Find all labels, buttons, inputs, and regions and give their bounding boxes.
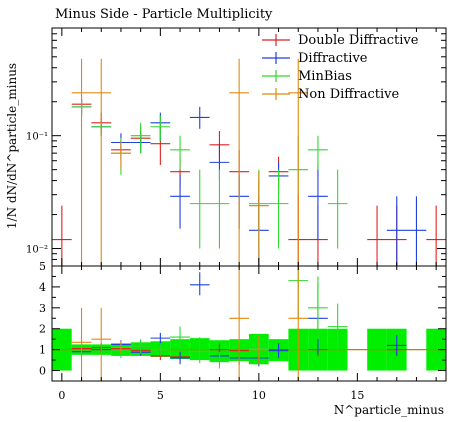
x-axis-label: N^particle_minus — [334, 403, 444, 417]
ratio-point-non-diffractive — [111, 341, 131, 354]
legend: Double Diffractive Diffractive MinBias Non … — [262, 33, 419, 102]
data-point-double-diffractive — [426, 205, 446, 266]
legend-label: MinBias — [298, 69, 352, 84]
legend-entry: Diffractive — [262, 51, 368, 66]
ratio-point-non-diffractive — [229, 266, 249, 381]
ratio-point-non-diffractive — [288, 266, 309, 381]
data-point-minbias — [308, 135, 328, 170]
ratio-point-non-diffractive — [71, 307, 92, 381]
data-point-minbias — [130, 122, 151, 154]
ratio-point-non-diffractive — [249, 335, 269, 365]
legend-label: Diffractive — [298, 51, 368, 66]
data-point-minbias — [170, 135, 190, 170]
data-point-diffractive — [308, 162, 328, 240]
data-point-non-diffractive — [249, 171, 269, 266]
legend-entry: Non Diffractive — [262, 87, 399, 102]
data-point-minbias — [327, 169, 348, 249]
chart-title: Minus Side - Particle Multiplicity — [55, 7, 273, 22]
ratio-point-diffractive — [170, 351, 190, 365]
data-point-diffractive — [386, 196, 407, 266]
ratio-point-minbias — [170, 326, 190, 348]
ratio-y-tick-label: 5 — [39, 260, 46, 273]
legend-label: Non Diffractive — [298, 87, 399, 102]
ratio-point-diffractive — [189, 272, 210, 296]
x-tick-label: 10 — [252, 389, 266, 402]
ratio-point-minbias — [130, 339, 151, 354]
ratio-point-non-diffractive — [91, 307, 112, 381]
data-point-diffractive — [406, 196, 427, 266]
ratio-y-tick-label: 2 — [39, 323, 46, 336]
ratio-point-minbias — [308, 276, 328, 340]
ratio-point-diffractive — [268, 343, 289, 358]
ratio-point-minbias — [189, 337, 210, 364]
data-point-non-diffractive — [91, 58, 112, 266]
data-point-non-diffractive — [288, 58, 309, 266]
data-point-minbias — [150, 115, 171, 141]
data-point-diffractive — [170, 174, 190, 229]
ratio-y-tick-label: 3 — [39, 302, 46, 315]
data-point-non-diffractive — [229, 58, 249, 266]
ratio-y-tick-label: 1 — [39, 344, 46, 357]
ratio-point-minbias — [327, 303, 348, 350]
data-point-non-diffractive — [71, 58, 92, 266]
y-axis-label: 1/N dN/dN^particle_minus — [5, 63, 19, 229]
data-point-minbias — [268, 169, 289, 249]
x-tick-label: 15 — [350, 389, 364, 402]
data-point-double-diffractive — [52, 205, 72, 266]
ratio-point-minbias — [209, 351, 230, 369]
ratio-y-tick-label: 4 — [39, 281, 46, 294]
data-point-minbias — [209, 169, 230, 249]
data-point-double-diffractive — [367, 205, 387, 266]
ratio-y-tick-label: 0 — [39, 365, 46, 378]
legend-label: Double Diffractive — [298, 33, 419, 48]
x-tick-label: 5 — [157, 389, 164, 402]
ratio-point-minbias — [150, 343, 171, 356]
legend-entry: MinBias — [262, 69, 352, 84]
ratio-point-diffractive — [386, 335, 407, 356]
y-tick-label: 10⁻¹ — [26, 132, 48, 143]
data-point-non-diffractive — [111, 140, 131, 170]
legend-entry: Double Diffractive — [262, 33, 419, 48]
y-tick-label: 10⁻² — [26, 245, 48, 256]
data-point-minbias — [189, 169, 210, 249]
data-point-diffractive — [189, 106, 210, 129]
x-tick-label: 0 — [58, 389, 65, 402]
ratio-plot-frame — [51, 265, 447, 382]
